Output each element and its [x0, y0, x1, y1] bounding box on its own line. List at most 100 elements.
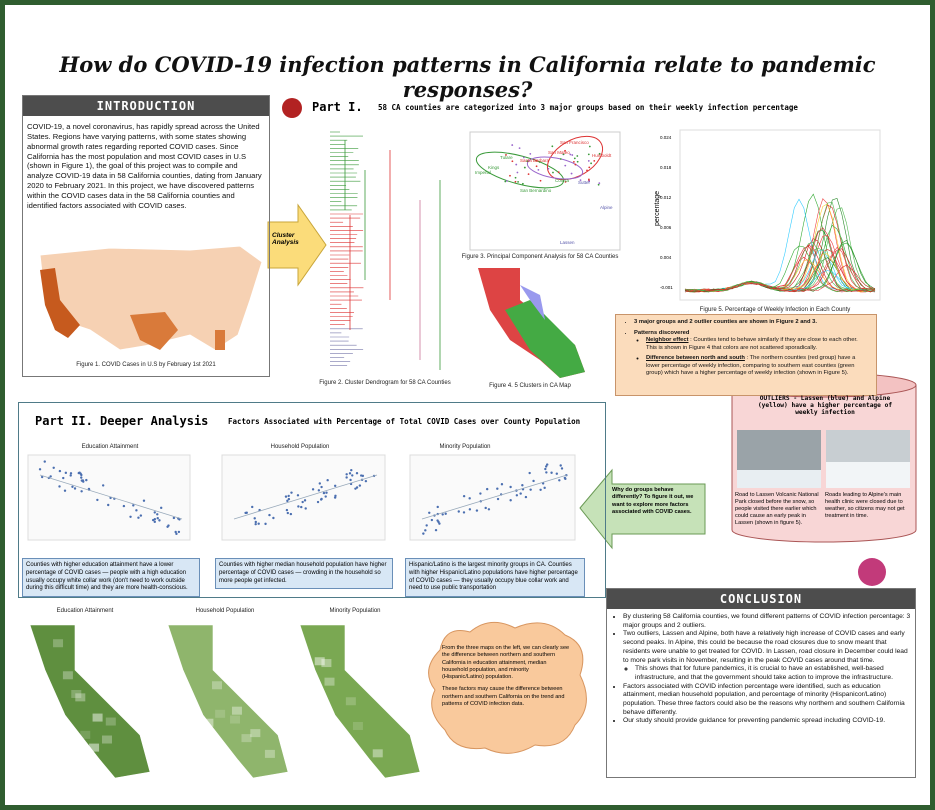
- scatter-point: [425, 524, 428, 527]
- pca-point: [559, 158, 562, 160]
- county: [231, 706, 242, 715]
- county: [105, 717, 116, 726]
- county: [383, 697, 394, 706]
- pca-point: [529, 153, 532, 155]
- scatter-point: [284, 495, 288, 498]
- scatter-point: [333, 484, 337, 488]
- scatter-point: [487, 508, 491, 511]
- pca-label: Tulare: [500, 155, 513, 160]
- trend-line: [233, 474, 378, 520]
- finding-lead: Neighbor effect: [646, 337, 689, 344]
- scatter-point: [69, 474, 72, 477]
- pca-point: [588, 180, 590, 183]
- pca-point: [574, 163, 577, 166]
- pca-label: Santa Barbara: [520, 158, 550, 163]
- fig5-line: [684, 247, 876, 293]
- chart-title: Minority Population: [439, 444, 491, 450]
- scatter-point: [79, 472, 82, 475]
- pca-point: [517, 180, 519, 183]
- county: [62, 671, 73, 680]
- map-title: Minority Population: [329, 608, 381, 614]
- pca-point: [576, 155, 579, 157]
- fig5-line: [684, 229, 876, 293]
- county: [314, 657, 325, 666]
- pca-point: [521, 182, 524, 185]
- scatter-point: [174, 530, 177, 534]
- fig5-tick: 0.004: [660, 255, 672, 260]
- fig5-line: [684, 244, 876, 293]
- scatter-point: [334, 494, 337, 498]
- scatter-point: [543, 486, 546, 490]
- virus-icon: [282, 98, 302, 118]
- county: [80, 730, 91, 739]
- outlier-caption: Roads leading to Alpine's main health cl…: [825, 492, 905, 519]
- pca-frame: [469, 131, 621, 251]
- scatter-point: [58, 485, 61, 488]
- county: [53, 639, 64, 648]
- county: [89, 743, 100, 752]
- scatter-point: [345, 473, 348, 476]
- pca-point: [562, 153, 565, 156]
- pca-label: Kings: [488, 165, 500, 170]
- county: [321, 659, 332, 668]
- conclusion-item: Factors associated with COVID infection …: [623, 683, 911, 718]
- scatter-point: [153, 517, 157, 521]
- scatter-point: [101, 484, 105, 487]
- scatter-point: [475, 509, 479, 512]
- chart-title: Household Population: [270, 444, 330, 450]
- part2-panel: [18, 402, 606, 598]
- scatter-point: [175, 532, 178, 536]
- pca-label: Imperial: [475, 170, 492, 175]
- map-title: Household Population: [195, 608, 255, 614]
- finding-text: : The northern counties (red group) have…: [646, 355, 856, 377]
- outliers-heading: OUTLIERS - Lassen (blue) and Alpine (yel…: [757, 395, 893, 416]
- pca-point: [547, 167, 550, 170]
- ca-map-south: [505, 300, 585, 378]
- scatter-point: [462, 511, 466, 514]
- scatter-point: [77, 471, 80, 475]
- pca-point: [515, 163, 518, 166]
- finding-lead: Difference between north and south: [646, 355, 745, 362]
- pca-label: San Mateo: [548, 150, 570, 155]
- scatter-point: [264, 522, 267, 526]
- scatter-point: [457, 510, 460, 513]
- scatter-point: [290, 491, 293, 494]
- pca-point: [526, 160, 529, 163]
- county: [264, 749, 275, 758]
- scatter-point: [289, 512, 293, 516]
- county: [375, 668, 386, 677]
- scatter-point: [529, 488, 532, 491]
- cloud-text: From the three maps on the left, we can …: [442, 645, 570, 708]
- findings-summary: 3 major groups and 2 outlier counties ar…: [634, 319, 870, 327]
- scatter-point: [345, 476, 348, 479]
- pca-point: [514, 176, 517, 179]
- pca-point: [579, 179, 582, 182]
- pca-point: [569, 153, 572, 156]
- scatter-point: [519, 492, 522, 495]
- scatter-point: [317, 489, 321, 492]
- cloud: [428, 621, 587, 754]
- trend-line: [421, 474, 568, 520]
- pca-point: [573, 157, 576, 160]
- scatter-point: [82, 480, 85, 483]
- chart-title: Education Attainment: [81, 444, 139, 450]
- scatter-point: [320, 485, 323, 489]
- scatter-point: [434, 528, 438, 532]
- scatter-point: [43, 460, 46, 463]
- pca-point: [535, 165, 538, 168]
- scatter-point: [524, 495, 528, 499]
- scatter-point: [479, 492, 482, 495]
- pca-label: Colusa: [555, 178, 570, 183]
- scatter-point: [515, 494, 519, 497]
- title: How do COVID-19 infection patterns in Ca…: [59, 52, 876, 102]
- county: [309, 750, 320, 759]
- scatter-point: [496, 487, 499, 490]
- scatter-point: [52, 466, 55, 469]
- county: [183, 705, 194, 714]
- scatter-point: [560, 467, 564, 470]
- pca-point: [598, 182, 601, 185]
- conclusion-heading: CONCLUSION: [607, 589, 915, 609]
- scatter-point: [287, 494, 290, 498]
- pca-point: [538, 161, 541, 163]
- pca-point: [564, 180, 567, 183]
